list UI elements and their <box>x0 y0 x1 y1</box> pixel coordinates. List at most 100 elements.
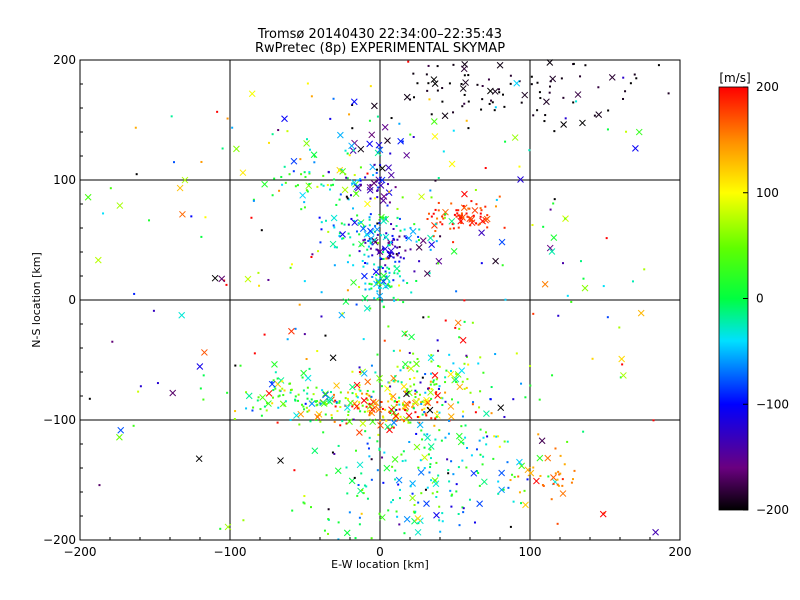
data-point <box>559 472 562 475</box>
data-point <box>466 446 469 449</box>
data-point <box>274 387 277 390</box>
data-point <box>319 241 322 244</box>
data-point-cross <box>416 421 424 429</box>
data-point-cross <box>423 270 431 277</box>
data-point <box>267 278 270 281</box>
data-point <box>344 149 347 152</box>
data-point-cross <box>456 383 464 391</box>
data-point <box>376 168 379 171</box>
data-point <box>368 238 371 241</box>
data-point <box>438 385 441 388</box>
data-point-cross <box>408 333 415 341</box>
data-point <box>584 64 587 67</box>
data-point <box>538 91 541 94</box>
data-point <box>622 76 625 79</box>
data-point-cross <box>350 98 358 106</box>
data-point <box>394 469 397 472</box>
data-point <box>452 129 455 132</box>
data-point <box>478 484 481 487</box>
data-point <box>396 401 399 404</box>
data-point <box>371 254 374 257</box>
data-point <box>424 488 427 491</box>
data-point <box>376 280 379 283</box>
data-point <box>320 315 323 318</box>
data-point-cross <box>378 213 385 221</box>
data-point <box>566 440 569 443</box>
data-point <box>541 484 544 487</box>
data-point-cross <box>360 370 368 377</box>
data-point <box>431 492 434 495</box>
data-point <box>421 400 424 403</box>
data-point <box>480 209 483 212</box>
data-point <box>283 165 286 168</box>
data-point <box>455 380 458 383</box>
data-point <box>461 380 464 383</box>
data-point <box>369 247 372 250</box>
data-point <box>479 428 482 431</box>
data-point <box>345 466 348 469</box>
data-point <box>532 114 535 117</box>
data-point <box>376 353 379 356</box>
data-point <box>415 391 418 394</box>
data-point <box>436 490 439 493</box>
data-point <box>361 392 364 395</box>
data-point <box>376 115 379 118</box>
data-point <box>429 448 432 451</box>
data-point <box>462 204 465 207</box>
data-point <box>444 213 447 216</box>
data-point <box>316 350 319 353</box>
data-point <box>306 392 309 395</box>
data-point <box>304 175 307 178</box>
data-point <box>368 119 371 122</box>
data-point <box>493 109 496 112</box>
data-point <box>389 385 392 388</box>
data-point-cross <box>239 169 247 177</box>
data-point <box>357 222 360 225</box>
data-point <box>482 455 485 458</box>
data-point <box>369 184 372 187</box>
data-point-cross <box>407 365 415 372</box>
data-point <box>417 235 420 238</box>
chart-title: Tromsø 20140430 22:34:00–22:35:43 <box>257 27 502 42</box>
data-point-cross <box>549 75 557 83</box>
data-point <box>438 505 441 508</box>
data-point <box>234 410 237 413</box>
data-point <box>351 182 354 185</box>
data-point <box>572 101 575 104</box>
data-point <box>134 126 137 129</box>
data-point-cross <box>94 256 102 264</box>
data-point <box>348 154 351 157</box>
data-point-cross <box>618 355 626 363</box>
data-point-cross <box>366 140 374 148</box>
data-point <box>374 238 377 241</box>
data-point <box>482 371 485 374</box>
data-point-cross <box>311 447 319 455</box>
data-point <box>339 391 342 394</box>
data-point <box>306 138 309 141</box>
data-point <box>477 223 480 226</box>
data-point <box>379 419 382 422</box>
data-point <box>494 205 497 208</box>
data-point <box>453 213 456 216</box>
data-point <box>438 411 441 414</box>
data-point <box>352 207 355 210</box>
data-point <box>333 246 336 249</box>
data-point <box>559 454 562 457</box>
data-point <box>281 380 284 383</box>
data-point <box>503 440 506 443</box>
data-point <box>436 339 439 342</box>
data-point <box>430 397 433 400</box>
data-point <box>462 441 465 444</box>
data-point <box>347 232 350 235</box>
data-point <box>524 396 527 399</box>
data-point <box>284 181 287 184</box>
data-point <box>441 100 444 103</box>
data-point <box>437 349 440 352</box>
x-tick-label: 0 <box>376 545 384 559</box>
data-point <box>481 85 484 88</box>
data-point <box>428 387 431 390</box>
data-point <box>461 459 464 462</box>
data-point <box>333 420 336 423</box>
data-point-cross <box>363 305 371 312</box>
data-point <box>427 82 430 85</box>
